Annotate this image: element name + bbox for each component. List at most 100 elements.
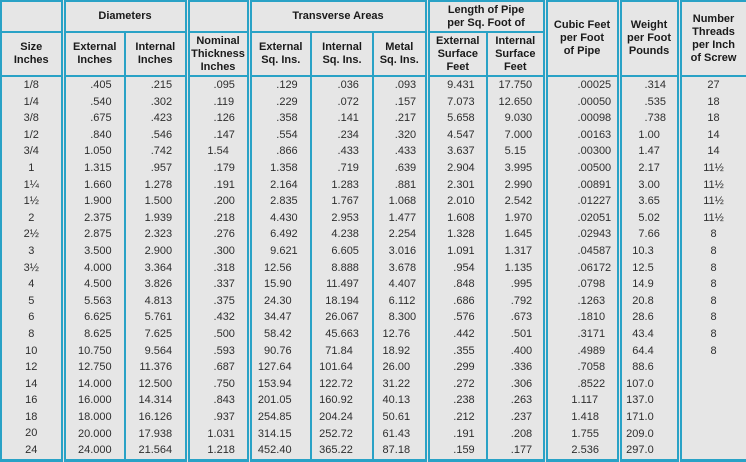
table-cell: 101.64 [310, 359, 374, 376]
table-cell: 2½ [0, 226, 63, 243]
table-cell: 2.990 [486, 176, 546, 194]
header-threads: Number Threads per Inch of Screw [676, 1, 746, 77]
header-metal-sq-ins: Metal Sq. Ins. [372, 32, 428, 77]
table-cell: .272 [424, 375, 488, 393]
table-cell: 16.000 [60, 392, 125, 409]
table-cell: 1.418 [542, 408, 620, 426]
table-cell: 1.317 [486, 242, 546, 260]
table-cell: 20.8 [616, 292, 680, 310]
table-cell: .320 [372, 126, 428, 144]
table-cell: .400 [486, 342, 546, 360]
table-cell: .540 [60, 93, 125, 111]
table-cell: .442 [424, 325, 488, 343]
table-cell [676, 375, 746, 393]
table-cell: 8 [676, 259, 746, 277]
table-cell: 10.750 [60, 342, 125, 360]
table-cell: .742 [123, 143, 188, 160]
table-cell [676, 408, 746, 426]
header-external-sq-ins: External Sq. Ins. [246, 32, 312, 77]
table-cell: 10 [0, 342, 63, 360]
header-group-length-of-pipe: Length of Pipe per Sq. Foot of [424, 1, 546, 33]
table-cell: 2.010 [424, 193, 488, 210]
table-cell: .191 [424, 425, 488, 443]
header-spacer-thickness [184, 1, 250, 33]
table-cell: .095 [184, 76, 250, 94]
table-cell: .234 [310, 126, 374, 144]
table-cell: 8 [676, 276, 746, 293]
table-cell: 27 [676, 76, 746, 94]
table-cell: 88.6 [616, 359, 680, 376]
table-cell: .093 [372, 76, 428, 94]
table-cell: .500 [184, 325, 250, 343]
table-cell: 1.660 [60, 176, 125, 194]
table-cell: .314 [616, 76, 680, 94]
table-row: 3 3.500 2.900.300 9.621 6.605 3.016 1.091 1.317… [0, 242, 746, 260]
table-cell: 24 [0, 442, 63, 461]
header-group-transverse-areas: Transverse Areas [246, 1, 428, 33]
table-cell: .848 [424, 276, 488, 293]
table-cell: 11½ [676, 193, 746, 210]
table-cell: 8 [0, 325, 63, 343]
table-cell: .179 [184, 159, 250, 177]
table-row: 14 14.000 12.500.750 153.94 122.72 31.22.272.… [0, 375, 746, 393]
table-cell: 3.500 [60, 242, 125, 260]
table-cell: .300 [184, 242, 250, 260]
table-row: 2 2.375 1.939.218 4.430 2.953 1.477 1.608 1.970… [0, 209, 746, 227]
table-cell: .00025 [542, 76, 620, 94]
table-cell: 3.364 [123, 259, 188, 277]
table-cell: 5.02 [616, 209, 680, 227]
table-cell: .119 [184, 93, 250, 111]
table-cell: 45.663 [310, 325, 374, 343]
header-external-inches: External Inches [60, 32, 125, 77]
table-cell: 17.750 [486, 76, 546, 94]
table-cell: 12.5 [616, 259, 680, 277]
table-row: 24 24.000 21.564 1.218 452.40 365.22 87.18.159… [0, 442, 746, 461]
table-cell: 1.00 [616, 126, 680, 144]
table-cell: .129 [246, 76, 312, 94]
table-cell: .00163 [542, 126, 620, 144]
table-cell [676, 359, 746, 376]
table-cell: 26.00 [372, 359, 428, 376]
table-cell: 58.42 [246, 325, 312, 343]
table-cell: .218 [184, 209, 250, 227]
table-cell: 365.22 [310, 442, 374, 461]
table-cell: .546 [123, 126, 188, 144]
table-cell: 314.15 [246, 425, 312, 443]
table-cell: 12.500 [123, 375, 188, 393]
table-cell: .141 [310, 110, 374, 127]
table-cell: .302 [123, 93, 188, 111]
table-cell: .191 [184, 176, 250, 194]
table-cell: .576 [424, 309, 488, 326]
header-group-diameters: Diameters [60, 1, 188, 33]
table-cell: 20.000 [60, 425, 125, 443]
table-cell: 3.826 [123, 276, 188, 293]
table-cell: 1.218 [184, 442, 250, 461]
table-cell: 18.92 [372, 342, 428, 360]
table-cell: 18 [676, 110, 746, 127]
table-cell: .866 [246, 143, 312, 160]
table-cell: 12.76 [372, 325, 428, 343]
table-cell: .8522 [542, 375, 620, 393]
table-row: 1½ 1.900 1.500.200 2.835 1.767 1.068 2.010 2.54… [0, 193, 746, 210]
table-cell: .229 [246, 93, 312, 111]
table-cell: .336 [486, 359, 546, 376]
table-cell: 1.278 [123, 176, 188, 194]
table-cell [676, 425, 746, 443]
table-cell: 8 [676, 325, 746, 343]
table-cell: 8.300 [372, 309, 428, 326]
table-cell: .1810 [542, 309, 620, 326]
table-cell: 8 [676, 309, 746, 326]
table-cell: 1.283 [310, 176, 374, 194]
table-cell: 297.0 [616, 442, 680, 461]
table-cell: 26.067 [310, 309, 374, 326]
table-cell: .957 [123, 159, 188, 177]
table-cell: 153.94 [246, 375, 312, 393]
table-cell: .318 [184, 259, 250, 277]
table-cell: 1/2 [0, 126, 63, 144]
table-cell: 6.625 [60, 309, 125, 326]
header-column-row: Size Inches External Inches Internal Inc… [0, 32, 746, 77]
table-row: 3/4 1.050.742 1.54.866.433.433 3.637 5.15.00… [0, 143, 746, 160]
table-cell: 11½ [676, 209, 746, 227]
table-cell: 14.9 [616, 276, 680, 293]
header-cubic-feet: Cubic Feet per Foot of Pipe [542, 1, 620, 77]
